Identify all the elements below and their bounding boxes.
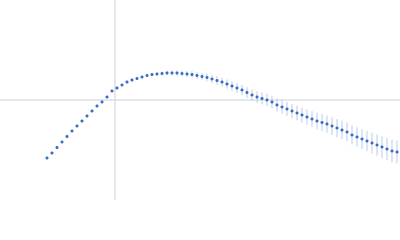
data-point: [330, 124, 334, 128]
data-point: [130, 78, 134, 82]
data-point: [105, 95, 109, 99]
data-point: [345, 130, 349, 134]
data-point: [80, 119, 84, 123]
data-point: [310, 117, 314, 121]
data-point: [240, 88, 244, 92]
data-point: [390, 149, 394, 153]
data-point: [155, 72, 159, 76]
page: {"chart_data": {"type": "scatter", "xlim…: [0, 0, 400, 200]
data-point: [325, 122, 329, 126]
data-point: [255, 95, 259, 99]
data-point: [250, 93, 254, 97]
data-point: [235, 86, 239, 90]
data-point: [295, 111, 299, 115]
data-point: [90, 109, 94, 113]
data-point: [305, 115, 309, 119]
data-point: [270, 100, 274, 104]
data-point: [370, 141, 374, 145]
data-point: [75, 124, 79, 128]
data-point: [315, 119, 319, 123]
data-point: [190, 73, 194, 76]
data-point: [120, 83, 124, 87]
data-point: [290, 109, 294, 113]
data-point: [225, 82, 229, 86]
data-point: [260, 97, 264, 100]
data-point: [265, 98, 269, 102]
data-point: [95, 104, 99, 108]
data-point: [195, 74, 199, 77]
data-point: [125, 80, 129, 84]
data-point: [85, 114, 89, 118]
data-point: [70, 129, 74, 133]
data-point: [215, 79, 219, 82]
data-point: [320, 121, 324, 124]
data-point: [200, 75, 204, 78]
data-point: [300, 113, 304, 117]
data-point: [280, 105, 284, 109]
data-point: [385, 147, 389, 151]
data-point: [335, 126, 339, 130]
data-point: [365, 139, 369, 143]
data-point: [150, 73, 154, 76]
data-point: [45, 156, 49, 160]
data-point: [210, 77, 214, 81]
data-point: [185, 72, 189, 76]
data-point: [145, 74, 149, 77]
data-point: [275, 103, 279, 107]
data-point: [50, 151, 54, 155]
data-point: [245, 91, 249, 94]
data-point: [220, 80, 224, 84]
data-point: [55, 146, 59, 149]
data-point: [395, 150, 399, 154]
data-point: [380, 145, 384, 149]
chart: [0, 0, 400, 200]
data-point: [65, 135, 69, 138]
data-point: [360, 137, 364, 141]
data-point: [100, 100, 104, 104]
data-point: [175, 71, 179, 75]
data-point: [110, 89, 114, 93]
data-point: [115, 86, 119, 90]
data-point: [170, 71, 174, 75]
data-point: [230, 84, 234, 88]
data-point: [350, 133, 354, 137]
data-point: [340, 128, 344, 132]
data-point: [355, 135, 359, 139]
data-point: [60, 140, 64, 144]
data-point: [205, 76, 209, 79]
data-point: [135, 77, 139, 80]
data-point: [165, 71, 169, 75]
data-point: [285, 107, 289, 111]
data-point: [375, 143, 379, 147]
data-point: [180, 72, 184, 75]
data-point: [140, 75, 144, 79]
data-point: [160, 72, 164, 75]
